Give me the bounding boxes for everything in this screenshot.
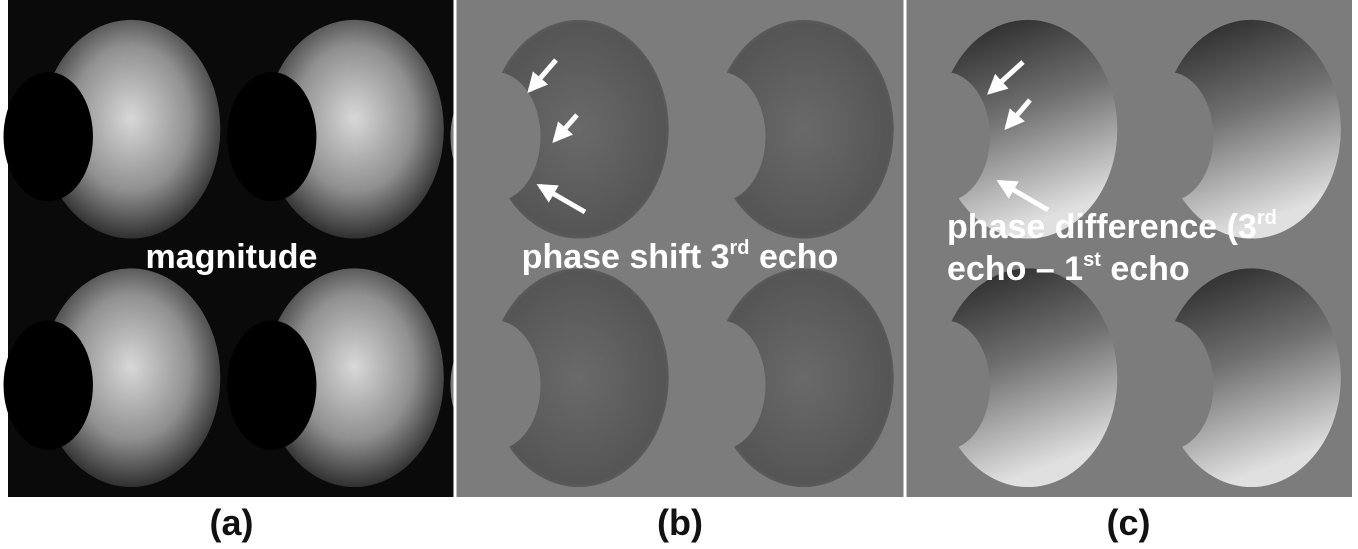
cavity bbox=[676, 321, 766, 450]
figure: (a)magnitude(b)phase shift 3rd echo(c)ph… bbox=[0, 0, 1358, 549]
cavity bbox=[1124, 72, 1213, 201]
cavity bbox=[676, 72, 766, 201]
label-text: phase difference (3 bbox=[947, 208, 1257, 246]
superscript: rd bbox=[730, 237, 750, 259]
cavity bbox=[4, 72, 93, 201]
panel-caption: (a) bbox=[210, 502, 254, 543]
panel-label: phase shift 3rd echo bbox=[522, 237, 839, 276]
superscript: st bbox=[1083, 249, 1101, 271]
cavity bbox=[227, 72, 316, 201]
cavity bbox=[4, 321, 93, 450]
cavity bbox=[901, 72, 990, 201]
panel-caption: (c) bbox=[1107, 502, 1151, 543]
cavity bbox=[1124, 321, 1213, 450]
panel-caption: (b) bbox=[657, 502, 703, 543]
cavity bbox=[227, 321, 316, 450]
label-text: phase shift 3 bbox=[522, 238, 730, 276]
cavity bbox=[901, 321, 990, 450]
label-text: echo bbox=[1101, 250, 1190, 288]
label-text: magnitude bbox=[146, 238, 318, 276]
cavity bbox=[451, 321, 541, 450]
panel-label: echo – 1st echo bbox=[947, 249, 1190, 288]
panel-label: magnitude bbox=[146, 238, 318, 276]
label-text: echo – 1 bbox=[947, 250, 1083, 288]
cavity bbox=[451, 72, 541, 201]
label-text: echo bbox=[750, 238, 839, 276]
panel-label: phase difference (3rd bbox=[947, 207, 1277, 246]
superscript: rd bbox=[1257, 207, 1277, 229]
